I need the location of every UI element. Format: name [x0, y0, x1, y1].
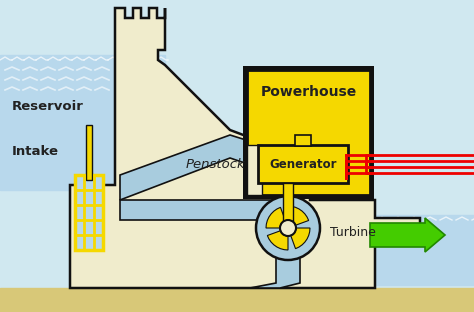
Polygon shape — [288, 206, 309, 225]
Polygon shape — [120, 135, 310, 200]
Text: Reservoir: Reservoir — [12, 100, 84, 113]
Bar — [247, 145, 262, 195]
Bar — [247, 70, 370, 195]
Circle shape — [280, 220, 296, 236]
Polygon shape — [370, 218, 445, 252]
Polygon shape — [250, 258, 300, 288]
Bar — [295, 135, 311, 146]
Bar — [0, 55, 165, 190]
Text: Intake: Intake — [12, 145, 59, 158]
Text: Turbine: Turbine — [330, 227, 376, 240]
Bar — [75, 175, 103, 250]
Polygon shape — [291, 228, 310, 249]
Bar — [0, 288, 474, 312]
Polygon shape — [70, 8, 420, 288]
Circle shape — [256, 196, 320, 260]
Text: Penstock: Penstock — [185, 158, 245, 172]
Bar — [86, 125, 92, 180]
Bar — [120, 200, 288, 220]
Polygon shape — [267, 231, 288, 250]
Bar — [243, 66, 374, 199]
Polygon shape — [266, 207, 285, 228]
Text: Generator: Generator — [269, 158, 337, 170]
Bar — [283, 183, 293, 226]
Text: Powerhouse: Powerhouse — [260, 85, 356, 99]
Bar — [258, 145, 348, 183]
Bar — [355, 215, 474, 285]
